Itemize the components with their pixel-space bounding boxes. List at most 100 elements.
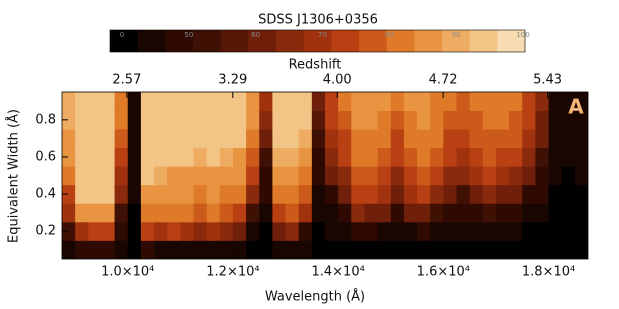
heatmap-cell [325,129,339,149]
heatmap-cell [417,203,431,223]
heatmap-cell [403,110,418,130]
heatmap-cell [403,147,418,167]
heatmap-cell [88,203,102,223]
heatmap-cell [219,184,234,204]
heatmap-cell [535,240,549,259]
heatmap-cell [140,221,155,241]
heatmap-cell [140,203,155,223]
heatmap-cell [522,147,536,167]
heatmap-cell [101,221,115,241]
heatmap-cell [509,129,523,149]
heatmap-cell [548,110,563,130]
y-tick-label: 0.4 [35,187,56,202]
x-axis-label: Wavelength (Å) [265,289,365,305]
heatmap-cell [377,129,392,149]
heatmap-cell [75,203,89,223]
heatmap-cell [338,184,352,204]
heatmap-cell [62,166,76,186]
heatmap-cell [325,166,339,186]
heatmap-cell [206,92,221,111]
heatmap-cell [417,240,431,259]
heatmap-cell [114,203,129,223]
heatmap-cell [88,110,102,130]
heatmap-cell [535,110,549,130]
heatmap-cell [443,147,457,167]
heatmap-cell [154,147,168,167]
heatmap-cell [351,147,365,167]
heatmap-cell [495,221,510,241]
heatmap-cell [272,240,286,259]
heatmap-cell [390,92,405,111]
heatmap-cell [338,221,352,241]
heatmap-cell [325,147,339,167]
heatmap-cell [364,110,378,130]
heatmap-cell [561,92,576,111]
heatmap-cell [403,129,418,149]
colorbar-segment [331,30,360,52]
heatmap-cell [377,166,392,186]
colorbar-segment [276,30,305,52]
heatmap-cell [259,221,273,241]
heatmap-cell [574,203,588,223]
heatmap-cell [522,240,536,259]
heatmap-cell [206,240,221,259]
heatmap-cell [574,110,588,130]
heatmap-cell [377,203,392,223]
heatmap-cell [127,92,142,111]
heatmap-cell [167,166,181,186]
heatmap-cell [219,92,234,111]
colorbar-segment [165,30,194,52]
heatmap-cell [219,203,234,223]
heatmap-cell [101,203,115,223]
heatmap-cell [482,240,497,259]
heatmap-cell [259,240,273,259]
heatmap-cell [154,129,168,149]
heatmap-cell [206,184,221,204]
heatmap-cell [127,240,142,259]
heatmap-cell [272,110,286,130]
heatmap-cell [561,203,576,223]
heatmap-cell [140,92,155,111]
heatmap-cell [311,203,326,223]
heatmap-cell [548,240,563,259]
heatmap-cell [561,166,576,186]
heatmap-cell [246,92,260,111]
heatmap-cell [456,221,471,241]
heatmap-cell [561,184,576,204]
heatmap-cell [364,147,378,167]
heatmap-cell [456,166,471,186]
heatmap-cell [509,92,523,111]
heatmap-cell [482,92,497,111]
heatmap-cell [259,203,273,223]
heatmap-cell [232,240,247,259]
heatmap-cell [509,203,523,223]
heatmap-cell [495,110,510,130]
heatmap-cell [246,129,260,149]
heatmap-cell [495,147,510,167]
heatmap-cell [193,203,208,223]
heatmap-cell [101,240,115,259]
heatmap-cell [232,184,247,204]
heatmap-cell [62,221,76,241]
heatmap-cell [193,240,208,259]
heatmap-cell [522,203,536,223]
heatmap-cell [167,92,181,111]
colorbar-segment [469,30,498,52]
heatmap-cell [311,166,326,186]
heatmap-cell [509,147,523,167]
heatmap-cell [417,129,431,149]
heatmap-cell [127,110,142,130]
heatmap-cell [522,166,536,186]
colorbar-tick-label: 100 [516,31,529,39]
heatmap-cell [206,221,221,241]
heatmap-cell [206,110,221,130]
heatmap-cell [338,166,352,186]
heatmap-cell [311,240,326,259]
heatmap-cell [509,240,523,259]
heatmap-cell [219,240,234,259]
heatmap-cell [417,166,431,186]
colorbar-segment [359,30,388,52]
heatmap-cell [403,240,418,259]
heatmap-cell [272,166,286,186]
colorbar-tick-label: 70 [318,31,327,39]
